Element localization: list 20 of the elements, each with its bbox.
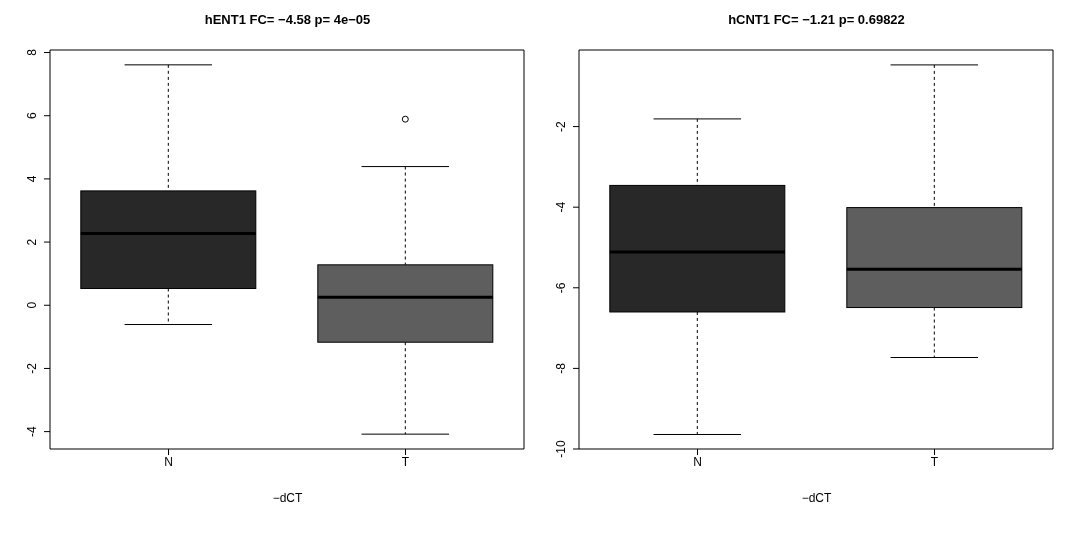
y-tick-label: -4 — [25, 425, 39, 437]
y-tick-label: 8 — [25, 48, 39, 56]
x-tick-label: T — [401, 454, 410, 469]
y-tick-label: 4 — [25, 175, 39, 183]
y-tick-label: -2 — [554, 120, 568, 132]
y-tick-label: -6 — [554, 282, 568, 294]
y-tick-label: -4 — [554, 201, 568, 213]
x-axis-title: −dCT — [801, 491, 832, 505]
y-tick-label: 0 — [25, 301, 39, 309]
chart-title: hCNT1 FC= −1.21 p= 0.69822 — [728, 12, 905, 27]
y-tick-label: -2 — [25, 362, 39, 374]
x-tick-label: N — [164, 454, 173, 469]
y-tick-label: 6 — [25, 112, 39, 120]
y-tick-label: -10 — [554, 440, 568, 458]
x-tick-label: N — [693, 454, 702, 469]
y-tick-label: 2 — [25, 238, 39, 246]
chart-title: hENT1 FC= −4.58 p= 4e−05 — [204, 12, 371, 27]
y-tick-label: -8 — [554, 362, 568, 374]
x-axis-title: −dCT — [272, 491, 303, 505]
x-tick-label: T — [930, 454, 939, 469]
